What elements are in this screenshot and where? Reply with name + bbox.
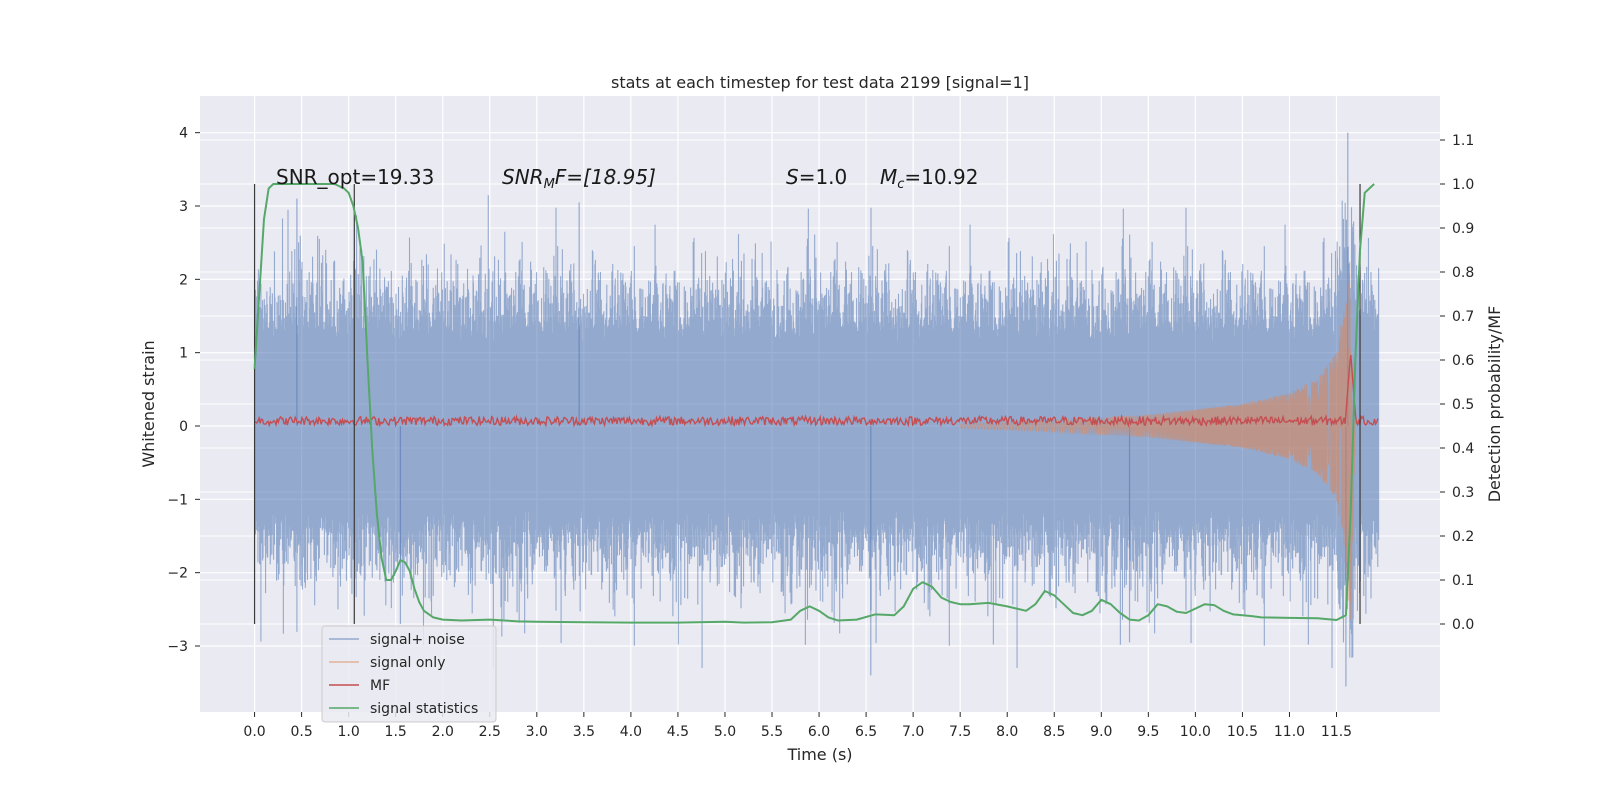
x-tick-label: 4.0 [620,724,642,740]
annotation-s: S=1.0 [786,165,847,189]
x-tick-label: 0.0 [243,724,265,740]
x-tick-label: 7.0 [902,724,924,740]
x-tick-label: 1.5 [385,724,407,740]
legend-frame [321,625,497,723]
x-axis-label: Time (s) [786,745,852,764]
right-y-tick-label: 0.8 [1452,265,1474,281]
right-y-tick-label: 1.1 [1452,133,1474,149]
right-y-tick-label: 0.9 [1452,221,1474,237]
annotation-snr-opt: SNR_opt=19.33 [276,165,434,189]
mc-sub: c [897,177,904,192]
signal-only-series [959,261,1356,620]
x-tick-label: 8.5 [1043,724,1065,740]
right-y-tick-label: 0.0 [1452,617,1474,633]
left-y-tick-label: 4 [179,126,188,142]
right-y-tick-label: 1.0 [1452,177,1474,193]
x-tick-label: 5.5 [761,724,783,740]
signal-only-line [959,261,1356,620]
x-tick-label: 3.0 [526,724,548,740]
right-y-axis-label: Detection probability/MF [1485,306,1504,503]
left-y-tick-label: 1 [179,346,188,362]
signal-statistics-line [253,183,1375,624]
right-y-tick-label: 0.1 [1452,573,1474,589]
right-y-tick-label: 0.6 [1452,353,1474,369]
x-tick-label: 7.5 [949,724,971,740]
snr-mf-rest: F=[18.95] [555,165,656,189]
x-tick-label: 1.0 [338,724,360,740]
left-y-tick-label: 0 [179,419,188,435]
x-axis-ticks: 0.0 0.5 1.0 1.5 2.0 2.5 3.0 3.5 4.0 4.5 5.0 5.5 6.0 6… [243,712,1352,740]
legend-label-signal-noise: signal+ noise [370,632,465,648]
x-tick-label: 10.0 [1180,724,1211,740]
annotation-mc: Mc=10.92 [880,165,978,192]
x-tick-label: 0.5 [290,724,312,740]
x-tick-label: 10.5 [1227,724,1258,740]
x-tick-label: 5.0 [714,724,736,740]
x-tick-label: 2.5 [479,724,501,740]
x-tick-label: 4.5 [667,724,689,740]
x-tick-label: 3.5 [573,724,595,740]
mc-rest: =10.92 [904,165,978,189]
snr-mf-main: SNR [502,165,544,189]
x-tick-label: 11.5 [1321,724,1352,740]
right-y-tick-label: 0.5 [1452,397,1474,413]
legend-label-mf: MF [370,678,390,694]
chart-title: stats at each timestep for test data 219… [611,73,1029,92]
left-y-tick-label: 2 [179,272,188,288]
s-main: S [786,165,799,189]
x-tick-label: 11.0 [1274,724,1305,740]
legend: signal+ noise signal only MF signal stat… [321,625,497,723]
right-y-axis-ticks: 0.0 0.1 0.2 0.3 0.4 0.5 0.6 0.7 0.8 0.9 1.0 1.1 [1440,133,1474,633]
legend-label-signal-statistics: signal statistics [370,701,478,717]
x-tick-label: 6.0 [808,724,830,740]
left-y-tick-label: −3 [167,639,188,655]
right-y-tick-label: 0.2 [1452,529,1474,545]
right-y-tick-label: 0.7 [1452,309,1474,325]
right-y-tick-label: 0.3 [1452,485,1474,501]
signal-statistics-series [253,183,1375,624]
right-y-tick-label: 0.4 [1452,441,1474,457]
x-tick-label: 9.5 [1137,724,1159,740]
mf-series [254,355,1379,428]
left-y-axis-ticks: −3 −2 −1 0 1 2 3 4 [167,126,200,655]
x-tick-label: 9.0 [1090,724,1112,740]
mf-line [254,355,1379,428]
left-y-tick-label: −1 [167,492,188,508]
x-tick-label: 6.5 [855,724,877,740]
s-rest: =1.0 [799,165,848,189]
annotation-snr-mf: SNRMF=[18.95] [502,165,656,192]
left-y-tick-label: −2 [167,566,188,582]
mc-main: M [880,165,897,189]
legend-label-signal-only: signal only [370,655,445,671]
x-tick-label: 2.0 [432,724,454,740]
snr-mf-sub: M [544,177,555,192]
left-y-axis-label: Whitened strain [139,340,158,467]
x-tick-label: 8.0 [996,724,1018,740]
left-y-tick-label: 3 [179,199,188,215]
